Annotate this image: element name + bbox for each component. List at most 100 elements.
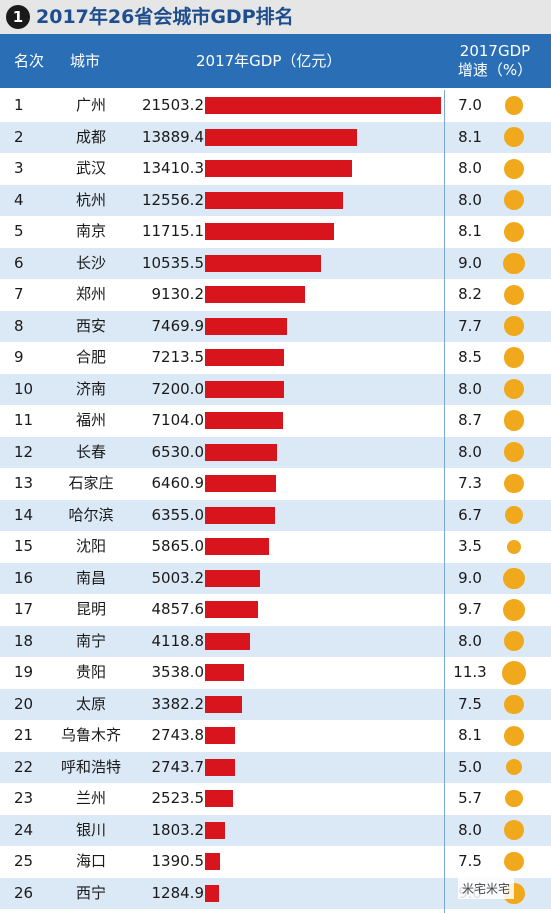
watermark: 米宅米宅	[458, 878, 515, 899]
gdp-bar	[205, 349, 285, 366]
table-row: 5 南京 11715.1 8.1	[0, 216, 551, 248]
gdp-bar	[205, 412, 283, 429]
growth-value-label: 8.0	[458, 159, 482, 177]
gdp-value-label: 6530.0	[151, 442, 205, 461]
rank-cell: 3	[14, 159, 24, 177]
growth-value-label: 8.1	[458, 222, 482, 240]
growth-value-label: 9.0	[458, 253, 482, 272]
city-cell: 太原	[75, 694, 106, 713]
growth-dot	[504, 442, 524, 463]
city-cell: 成都	[75, 127, 106, 146]
rank-cell: 24	[14, 820, 34, 839]
gdp-value-label: 1803.2	[151, 820, 205, 839]
table-row: 3 武汉 13410.3 8.0	[0, 153, 551, 185]
growth-dot	[503, 252, 525, 274]
growth-value-label: 3.5	[458, 537, 482, 555]
gdp-value-label: 4118.8	[151, 631, 205, 650]
growth-dot	[503, 410, 525, 432]
table-row: 20 太原 3382.2 7.5	[0, 688, 551, 720]
gdp-value-label: 4857.6	[151, 600, 205, 618]
gdp-value-label: 2743.8	[151, 726, 205, 744]
growth-value-label: 5.0	[458, 757, 482, 776]
growth-value-label: 8.1	[458, 127, 482, 146]
growth-value-label: 7.7	[458, 316, 482, 335]
rank-cell: 26	[14, 883, 34, 902]
rank-cell: 14	[14, 505, 34, 524]
growth-value-label: 8.0	[458, 379, 482, 398]
gdp-value-label: 2743.7	[151, 757, 205, 776]
growth-dot	[503, 127, 524, 148]
header-city: 城市	[70, 52, 101, 70]
city-cell: 郑州	[75, 285, 106, 303]
rank-cell: 20	[14, 694, 34, 713]
gdp-value-label: 1390.5	[151, 852, 205, 870]
table-row: 18 南宁 4118.8 8.0	[0, 625, 551, 657]
city-cell: 银川	[75, 820, 106, 839]
header-gdp: 2017年GDP（亿元）	[196, 52, 342, 70]
city-cell: 合肥	[75, 348, 106, 366]
growth-dot	[503, 567, 525, 589]
table-row: 10 济南 7200.0 8.0	[0, 373, 551, 405]
title-bar: 1 2017年26省会城市GDP排名	[0, 0, 551, 34]
city-cell: 福州	[75, 411, 106, 429]
gdp-value-label: 7200.0	[151, 379, 205, 398]
gdp-bar	[205, 286, 306, 303]
gdp-value-label: 21503.2	[141, 96, 204, 114]
growth-value-label: 7.3	[458, 474, 482, 492]
rank-cell: 5	[14, 222, 24, 240]
city-cell: 杭州	[75, 190, 106, 209]
city-cell: 南昌	[75, 568, 106, 587]
gdp-bar	[205, 601, 259, 618]
gdp-bar	[205, 884, 220, 902]
rank-cell: 16	[14, 568, 34, 587]
table-row: 1 广州 21503.2 7.0	[0, 90, 551, 122]
city-cell: 海口	[75, 852, 106, 870]
growth-value-label: 9.0	[458, 568, 482, 587]
table-row: 16 南昌 5003.2 9.0	[0, 562, 551, 594]
rank-cell: 6	[14, 253, 24, 272]
gdp-value-label: 3382.2	[151, 694, 205, 713]
city-cell: 贵阳	[75, 663, 106, 681]
growth-value-label: 8.2	[458, 285, 482, 303]
city-cell: 石家庄	[68, 474, 114, 492]
table-row: 12 长春 6530.0 8.0	[0, 436, 551, 468]
growth-dot	[504, 158, 524, 179]
gdp-bar	[205, 475, 276, 492]
gdp-bar	[205, 758, 236, 776]
rank-cell: 15	[14, 537, 34, 555]
table-row: 25 海口 1390.5 7.5	[0, 846, 551, 878]
gdp-bar	[205, 128, 358, 146]
gdp-value-label: 7469.9	[151, 316, 205, 335]
gdp-bar	[205, 821, 225, 839]
gdp-value-label: 13889.4	[141, 127, 204, 146]
city-cell: 兰州	[75, 789, 106, 807]
growth-dot	[504, 316, 524, 336]
table-row: 11 福州 7104.0 8.7	[0, 405, 551, 437]
city-cell: 广州	[75, 96, 106, 114]
header-growth-line1: 2017GDP	[459, 42, 531, 60]
gdp-value-label: 6460.9	[151, 474, 205, 492]
rank-cell: 9	[14, 348, 24, 366]
city-cell: 西宁	[75, 883, 106, 902]
growth-dot	[503, 347, 525, 368]
rank-cell: 21	[14, 726, 34, 744]
city-cell: 沈阳	[75, 537, 106, 555]
table-row: 17 昆明 4857.6 9.7	[0, 594, 551, 626]
city-cell: 南京	[75, 222, 106, 240]
city-cell: 呼和浩特	[60, 757, 121, 776]
gdp-value-label: 9130.2	[151, 285, 205, 303]
growth-value-label: 7.0	[458, 96, 482, 114]
table-row: 23 兰州 2523.5 5.7	[0, 783, 551, 815]
chart-title: 2017年26省会城市GDP排名	[36, 6, 294, 28]
gdp-bar	[205, 317, 287, 335]
table-row: 19 贵阳 3538.0 11.3	[0, 657, 551, 689]
rank-cell: 10	[14, 379, 34, 398]
growth-dot	[506, 539, 522, 554]
gdp-value-label: 7104.0	[151, 411, 205, 429]
growth-dot	[504, 852, 524, 872]
gdp-bar	[205, 380, 285, 398]
rank-cell: 13	[14, 474, 34, 492]
city-cell: 长春	[75, 442, 106, 461]
growth-dot	[502, 660, 526, 685]
table-row: 4 杭州 12556.2 8.0	[0, 184, 551, 216]
